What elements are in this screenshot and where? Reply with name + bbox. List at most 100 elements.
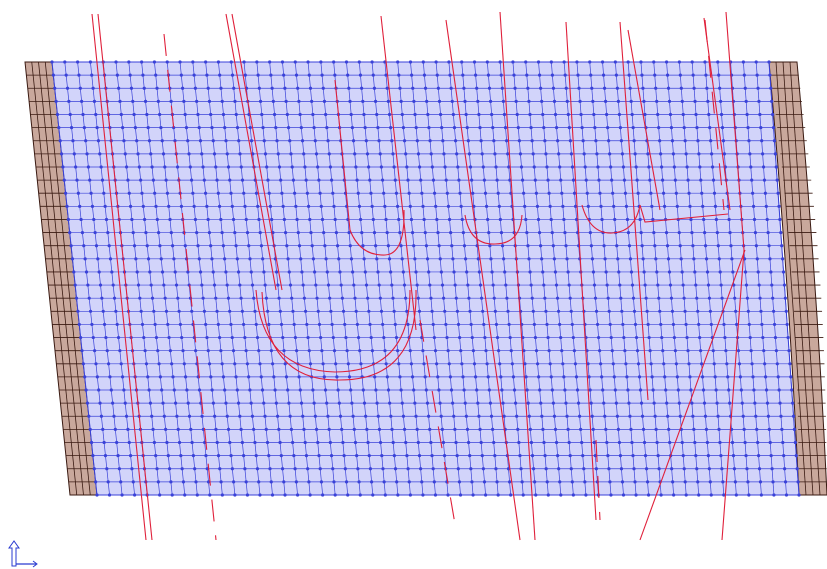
mesh-node — [299, 257, 303, 261]
mesh-node — [764, 375, 768, 379]
mesh-node — [279, 454, 283, 458]
mesh-node — [491, 283, 495, 287]
mesh-node — [248, 126, 252, 130]
mesh-node — [207, 362, 212, 366]
mesh-node — [184, 126, 189, 130]
mesh-node — [472, 362, 477, 366]
mesh-node — [501, 99, 505, 103]
mesh-node — [245, 493, 250, 497]
mesh-node — [488, 401, 493, 405]
mesh-node — [458, 493, 463, 497]
mesh-node — [468, 454, 472, 458]
mesh-node — [402, 427, 407, 431]
mesh-node — [610, 349, 614, 353]
mesh-node — [157, 362, 161, 366]
mesh-node — [401, 270, 405, 274]
mesh-node — [748, 335, 752, 340]
mesh-node — [349, 388, 353, 392]
mesh-node — [752, 388, 756, 392]
mesh-node — [571, 493, 575, 497]
mesh-node — [415, 283, 419, 287]
mesh-node — [284, 99, 288, 103]
mesh-node — [235, 388, 239, 392]
mesh-node — [335, 375, 339, 379]
mesh-node — [608, 480, 612, 484]
mesh-node — [328, 165, 333, 169]
mesh-node — [680, 440, 684, 445]
mesh-node — [638, 388, 643, 392]
mesh-node — [202, 178, 206, 182]
mesh-node — [238, 414, 242, 418]
mesh-col-line — [307, 61, 349, 496]
mesh-node — [386, 244, 390, 248]
mesh-node — [530, 139, 534, 143]
curve-layer — [91, 11, 746, 541]
mesh-node — [592, 440, 596, 445]
mesh-node — [498, 362, 502, 366]
mesh-node — [721, 139, 726, 143]
mesh-node — [531, 152, 535, 156]
mesh-col-line — [691, 61, 725, 496]
mesh-node — [332, 349, 337, 353]
mesh-node — [353, 152, 357, 156]
mesh-node — [600, 217, 604, 222]
mesh-node — [501, 401, 505, 405]
mesh-node — [529, 283, 533, 287]
mesh-node — [492, 139, 496, 143]
mesh-node — [639, 401, 644, 405]
mesh-node — [204, 454, 208, 458]
mesh-node — [278, 440, 282, 445]
mesh-node — [666, 86, 671, 90]
mesh-node — [704, 427, 709, 431]
mesh-node — [318, 191, 322, 195]
mesh-node — [93, 230, 97, 235]
mesh-node — [242, 454, 246, 458]
mesh-node — [520, 480, 524, 484]
mesh-node — [430, 165, 434, 169]
mesh-col-line — [653, 61, 687, 496]
mesh-node — [553, 112, 558, 117]
mesh-node — [112, 414, 116, 418]
mesh-node — [104, 217, 109, 222]
mesh-node — [645, 480, 650, 484]
section-curve — [619, 21, 649, 401]
mesh-node — [214, 165, 218, 169]
mesh-node — [85, 401, 90, 405]
mesh-node — [579, 427, 583, 431]
mesh-node — [688, 204, 692, 208]
mesh-node — [350, 126, 354, 130]
mesh-node — [359, 362, 363, 366]
mesh-node — [155, 467, 159, 471]
mesh-node — [126, 427, 130, 431]
mesh-node — [263, 414, 267, 418]
mesh-node — [94, 480, 98, 484]
mesh-node — [759, 493, 763, 497]
mesh-node — [407, 191, 411, 195]
mesh-node — [583, 480, 587, 484]
mesh-node — [262, 401, 266, 405]
mesh-node — [326, 414, 330, 418]
mesh-node — [81, 362, 85, 366]
mesh-node — [456, 467, 460, 471]
mesh-node — [708, 480, 712, 484]
mesh-node — [419, 178, 423, 182]
section-curve — [639, 204, 729, 223]
mesh-node — [616, 99, 620, 103]
mesh-node — [340, 427, 344, 431]
mesh-node — [458, 335, 462, 340]
mesh-node — [76, 191, 80, 195]
mesh-node — [73, 283, 77, 287]
mesh-node — [143, 349, 147, 353]
mesh-node — [194, 349, 198, 353]
mesh-node — [712, 362, 716, 366]
mesh-node — [548, 362, 552, 366]
mesh-node — [427, 270, 431, 274]
mesh-node — [155, 217, 159, 222]
mesh-node — [120, 493, 124, 497]
mesh-node — [320, 73, 324, 77]
mesh-node — [620, 309, 624, 313]
mesh-node — [711, 349, 715, 353]
mesh-node — [493, 309, 497, 313]
mesh-node — [240, 178, 245, 182]
